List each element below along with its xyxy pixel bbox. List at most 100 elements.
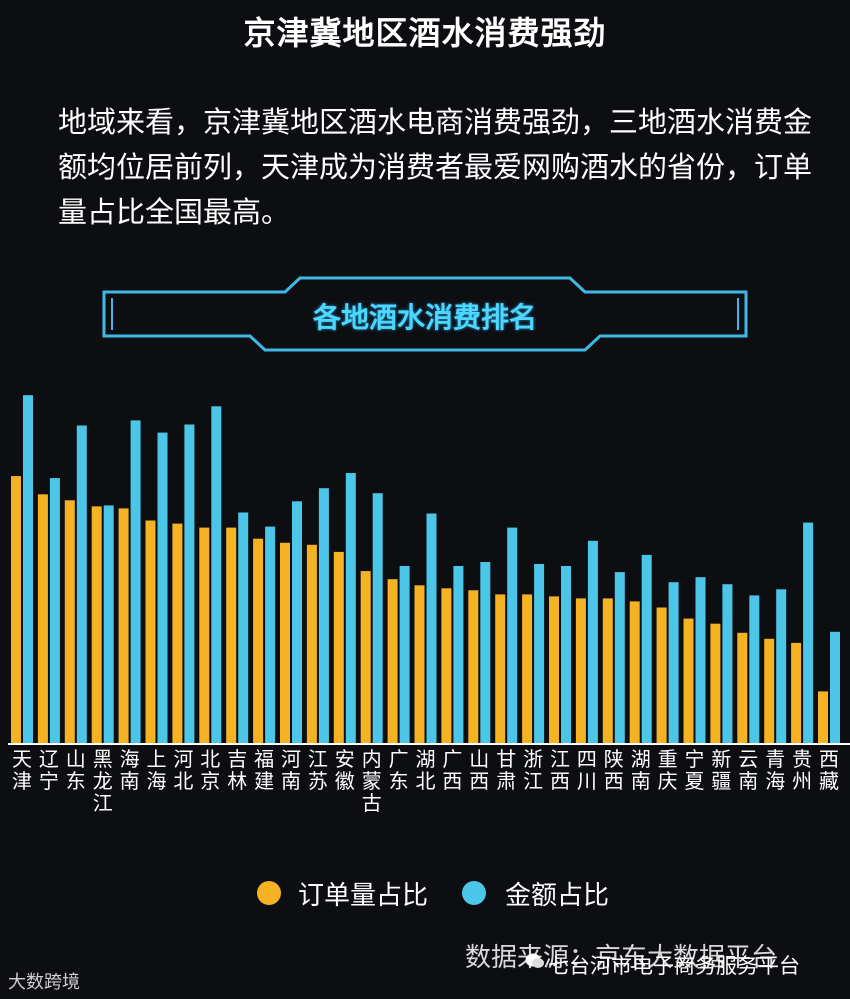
bar-amount-28 xyxy=(776,589,787,744)
x-tick-label-16: 广西 xyxy=(442,747,462,793)
page-title: 京津冀地区酒水消费强劲 xyxy=(243,14,607,52)
x-tick-label-6: 河北 xyxy=(173,747,193,793)
bar-orders-12 xyxy=(333,551,344,744)
bar-orders-22 xyxy=(602,598,613,744)
bar-amount-18 xyxy=(507,527,518,744)
bar-amount-26 xyxy=(722,584,733,744)
bar-chart: 天津辽宁山东黑龙江海南上海河北北京吉林福建河南江苏安徽内蒙古广东湖北广西山西甘肃… xyxy=(8,395,850,815)
x-tick-label-29: 贵州 xyxy=(792,747,812,793)
bar-amount-21 xyxy=(587,540,598,744)
x-tick-label-12: 安徽 xyxy=(335,747,355,793)
bar-amount-14 xyxy=(399,566,410,744)
x-tick-label-1: 辽宁 xyxy=(39,747,59,793)
x-tick-label-2: 山东 xyxy=(66,747,86,793)
intro-paragraph: 地域来看，京津冀地区酒水电商消费强劲，三地酒水消费金额均位居前列，天津成为消费者… xyxy=(58,105,813,229)
x-tick-label-20: 江西 xyxy=(550,747,570,793)
x-tick-label-0: 天津 xyxy=(12,747,32,793)
x-tick-label-11: 江苏 xyxy=(308,747,328,793)
x-tick-label-25: 宁夏 xyxy=(685,747,705,793)
bar-amount-11 xyxy=(318,488,329,744)
bar-orders-16 xyxy=(441,588,452,744)
bar-amount-1 xyxy=(49,478,60,744)
bar-amount-15 xyxy=(426,513,437,744)
bar-orders-2 xyxy=(64,500,75,744)
bar-orders-26 xyxy=(710,623,721,744)
x-tick-label-28: 青海 xyxy=(765,747,785,793)
wechat-icon xyxy=(525,953,544,968)
bar-amount-12 xyxy=(345,473,356,744)
bar-amount-23 xyxy=(641,554,652,744)
legend-orders-label: 订单量占比 xyxy=(298,881,429,911)
bar-amount-7 xyxy=(211,406,222,744)
x-tick-label-17: 山西 xyxy=(469,747,489,793)
bar-orders-27 xyxy=(737,632,748,744)
bar-orders-25 xyxy=(683,618,694,744)
bar-orders-5 xyxy=(145,520,156,744)
bar-orders-0 xyxy=(11,476,21,744)
x-tick-label-3: 黑龙江 xyxy=(93,747,113,815)
data-source: 数据来源：京东大数据平台 xyxy=(465,943,778,973)
chart-title-banner xyxy=(102,276,748,352)
watermark-left: 大数跨境 xyxy=(8,972,80,993)
bar-orders-28 xyxy=(764,638,775,744)
x-tick-label-14: 广东 xyxy=(389,747,409,793)
bar-amount-8 xyxy=(238,512,249,744)
bar-orders-18 xyxy=(495,594,506,744)
x-tick-label-9: 福建 xyxy=(254,747,274,793)
bar-amount-25 xyxy=(695,577,706,744)
x-tick-label-7: 北京 xyxy=(200,747,220,793)
bar-orders-3 xyxy=(91,506,102,744)
bar-amount-13 xyxy=(372,493,383,744)
bar-amount-24 xyxy=(668,582,679,744)
chart-title: 各地酒水消费排名 xyxy=(312,301,537,334)
bar-orders-14 xyxy=(387,579,398,744)
bar-orders-6 xyxy=(172,523,183,744)
bar-orders-8 xyxy=(226,527,237,744)
x-tick-label-15: 湖北 xyxy=(416,747,436,793)
x-tick-label-5: 上海 xyxy=(147,747,167,793)
bar-amount-10 xyxy=(292,501,302,744)
bar-amount-0 xyxy=(23,395,33,744)
bar-orders-24 xyxy=(656,607,667,744)
x-tick-label-4: 海南 xyxy=(120,747,140,793)
bar-amount-19 xyxy=(534,564,545,744)
bar-amount-9 xyxy=(265,526,276,744)
x-tick-label-13: 内蒙古 xyxy=(362,747,382,815)
bar-amount-4 xyxy=(130,420,141,744)
legend-orders-swatch xyxy=(257,881,281,905)
x-tick-label-30: 西藏 xyxy=(819,747,839,793)
x-tick-label-26: 新疆 xyxy=(711,747,731,793)
bar-amount-16 xyxy=(453,566,464,744)
bar-orders-29 xyxy=(791,642,802,744)
bar-orders-7 xyxy=(199,527,210,744)
bar-amount-5 xyxy=(157,432,168,744)
bar-amount-22 xyxy=(614,572,625,744)
bar-orders-23 xyxy=(629,601,640,744)
x-tick-label-8: 吉林 xyxy=(227,747,247,793)
bar-orders-15 xyxy=(414,585,425,744)
bar-amount-6 xyxy=(184,424,195,744)
bar-orders-4 xyxy=(118,508,129,744)
bar-orders-30 xyxy=(818,691,828,744)
bar-orders-19 xyxy=(522,594,533,744)
bar-amount-30 xyxy=(830,631,840,744)
legend-amount-swatch xyxy=(462,881,486,905)
bar-amount-20 xyxy=(561,566,571,744)
legend-amount-label: 金额占比 xyxy=(505,881,610,911)
x-tick-label-22: 陕西 xyxy=(604,747,624,793)
x-tick-label-10: 河南 xyxy=(281,747,301,793)
bar-amount-2 xyxy=(76,425,87,744)
bar-amount-3 xyxy=(103,505,114,744)
bar-orders-1 xyxy=(37,494,48,744)
bar-orders-21 xyxy=(575,598,586,744)
bar-orders-13 xyxy=(360,571,371,744)
x-tick-label-24: 重庆 xyxy=(658,747,678,793)
x-tick-label-27: 云南 xyxy=(738,747,758,793)
x-tick-label-19: 浙江 xyxy=(523,747,543,793)
bar-amount-17 xyxy=(480,562,491,744)
x-tick-label-21: 四川 xyxy=(577,747,597,793)
bar-orders-20 xyxy=(549,596,559,744)
x-tick-label-23: 湖南 xyxy=(631,747,651,793)
bar-amount-29 xyxy=(803,522,814,744)
bar-orders-11 xyxy=(306,544,317,744)
